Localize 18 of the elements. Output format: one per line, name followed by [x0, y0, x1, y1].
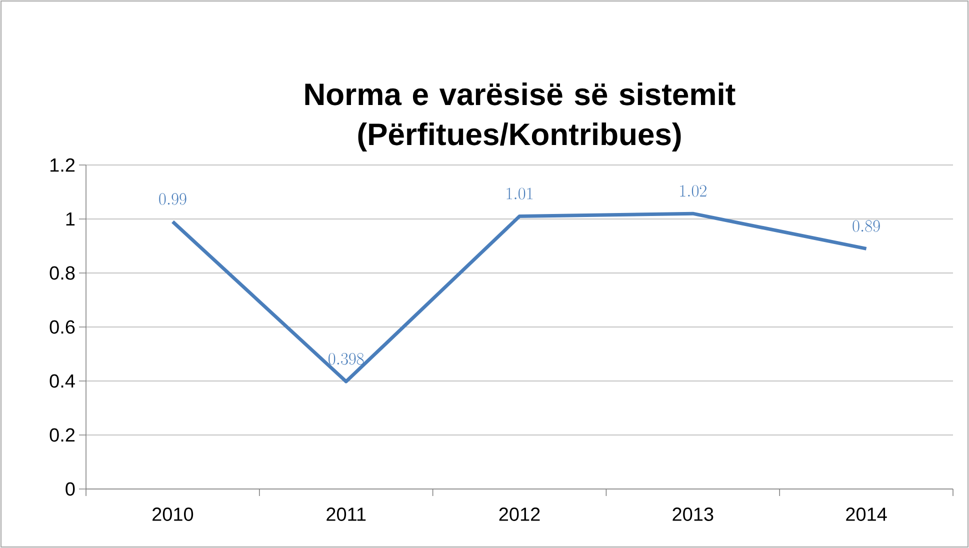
data-label: 0.89	[852, 220, 880, 232]
data-label: 0.398	[328, 353, 364, 365]
data-label: 0.99	[159, 193, 186, 205]
x-tick-label: 2014	[846, 508, 887, 521]
x-tick-label: 2011	[326, 508, 366, 521]
y-tick-label: 0.6	[50, 320, 75, 334]
y-tick-label: 1.2	[50, 158, 75, 172]
y-tick-label: 0.2	[50, 428, 75, 442]
y-tick-label: 0.8	[50, 266, 75, 280]
y-tick-label: 0	[66, 482, 75, 496]
data-label: 1 .02	[680, 185, 706, 197]
y-tick-label: 1	[66, 212, 75, 226]
x-tick-label: 2013	[672, 508, 714, 521]
y-tick-label: 0.4	[50, 374, 75, 388]
data-label: 1 .01	[506, 188, 532, 200]
chart-title: Norma e varësisë së sistemit (Përfitues/Kontribues)	[305, 82, 736, 152]
x-tick-label: 2010	[152, 508, 194, 521]
x-tick-label: 2012	[499, 508, 540, 521]
